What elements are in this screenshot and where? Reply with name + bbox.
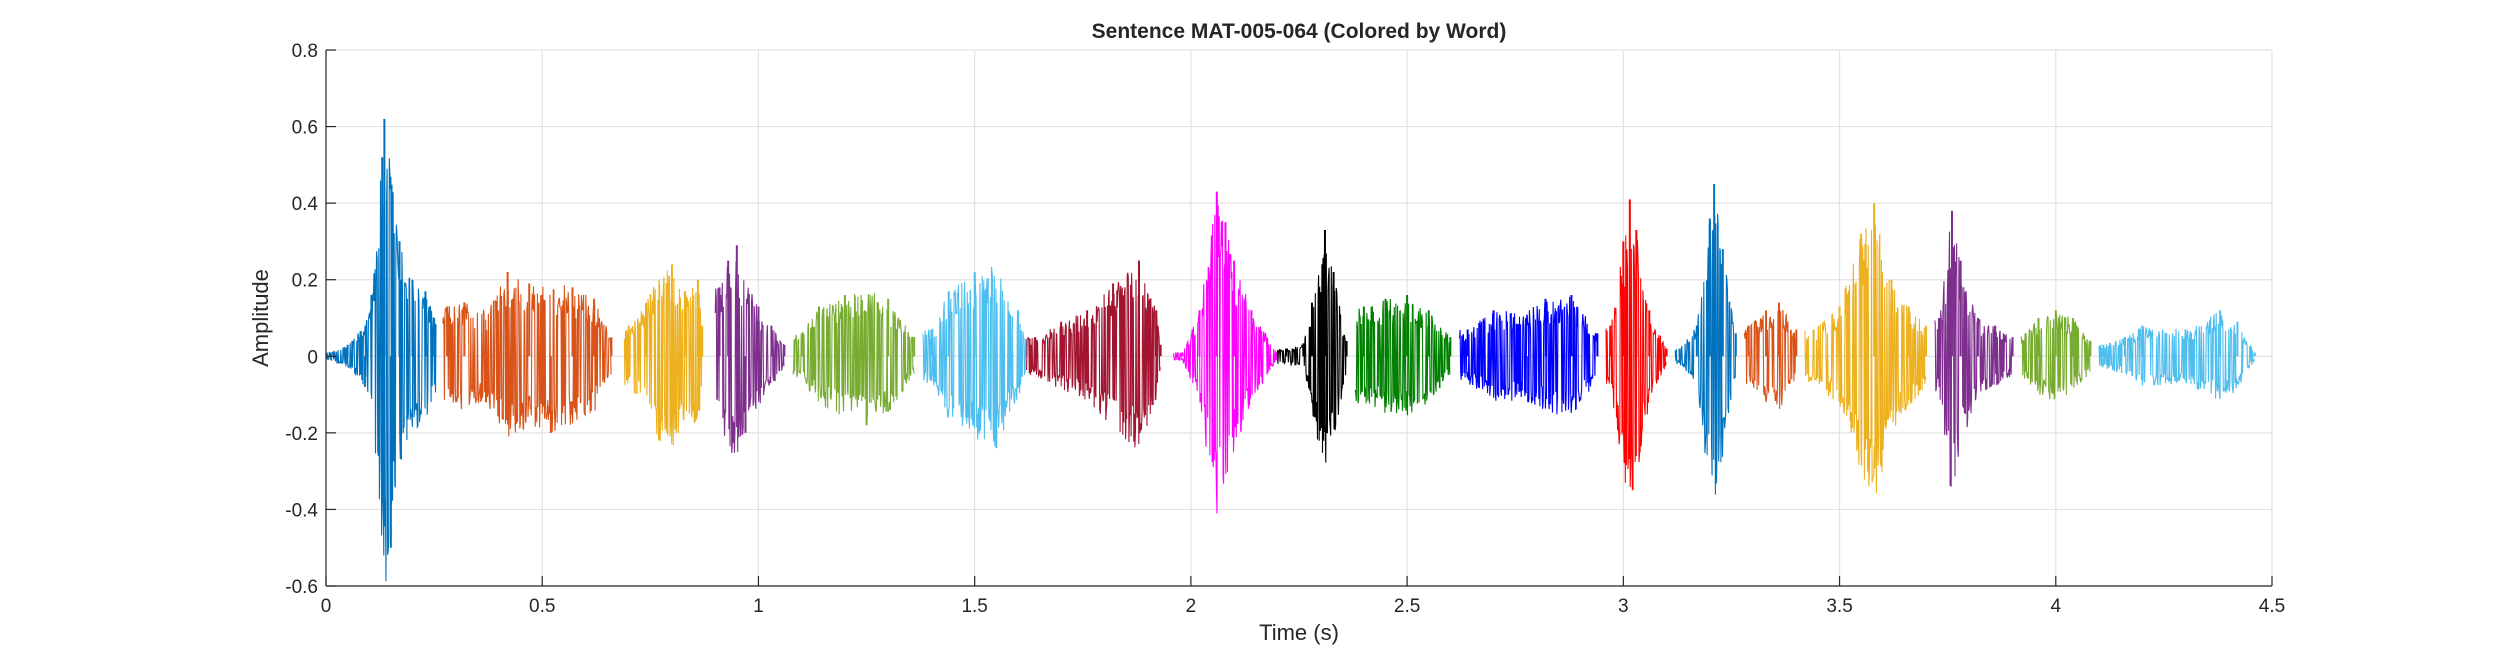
- axes: [325, 49, 2273, 587]
- word-segment: [1458, 295, 1599, 415]
- waveform-layer: [325, 118, 2256, 582]
- x-tick-label: 0: [321, 596, 332, 617]
- word-segment: [2098, 310, 2256, 400]
- waveform-line: [714, 261, 785, 454]
- word-segment: [792, 293, 916, 426]
- y-tick-label: -0.4: [285, 500, 318, 521]
- waveform-line: [442, 279, 612, 437]
- word-segment: [1804, 203, 1928, 494]
- word-segment: [1026, 260, 1162, 448]
- word-segment: [1934, 210, 2014, 487]
- y-tick-label: 0: [307, 347, 318, 368]
- waveform-line: [623, 270, 703, 446]
- waveform-line: [1804, 224, 1927, 494]
- word-segment: [714, 245, 786, 454]
- x-tick-label: 3.5: [1826, 596, 1852, 617]
- waveform-line: [1276, 253, 1347, 463]
- waveform-line: [1458, 296, 1598, 415]
- waveform-line: [1674, 213, 1737, 495]
- waveform-line: [1354, 298, 1451, 416]
- word-segment: [1276, 229, 1348, 463]
- x-tick-label: 1.5: [961, 596, 987, 617]
- word-segment: [325, 118, 437, 582]
- x-tick-label: 4.5: [2259, 596, 2285, 617]
- word-segment: [442, 272, 613, 437]
- x-tick-label: 2.5: [1394, 596, 1420, 617]
- y-tick-label: -0.2: [285, 424, 318, 445]
- y-tick-label: 0.8: [292, 41, 318, 62]
- word-segment: [623, 264, 704, 446]
- plot-area: [326, 50, 2272, 586]
- y-tick-label: -0.6: [285, 577, 318, 598]
- waveform-line: [1743, 306, 1797, 409]
- chart-title: Sentence MAT-005-064 (Colored by Word): [1092, 20, 1507, 43]
- tick-labels: 0 0.5 1 1.5 2 2.5 3 3.5 4 4.5 -0.6 -0.4 -0.2 0 0.2 0.4 0…: [285, 41, 2285, 617]
- word-segment: [2020, 310, 2092, 400]
- waveform-line: [922, 266, 1027, 447]
- word-segment: [1354, 295, 1452, 416]
- waveform-line: [792, 293, 915, 418]
- x-axis-label: Time (s): [1259, 620, 1339, 645]
- word-segment: [1674, 184, 1737, 495]
- x-tick-label: 4: [2050, 596, 2061, 617]
- waveform-line: [325, 158, 437, 582]
- waveform-line: [1026, 272, 1161, 448]
- word-segment: [1173, 191, 1279, 514]
- word-segment: [1605, 199, 1668, 491]
- x-tick-label: 0.5: [529, 596, 555, 617]
- x-tick-label: 1: [753, 596, 764, 617]
- y-axis-label: Amplitude: [248, 269, 273, 367]
- waveform-line: [1173, 205, 1278, 514]
- word-segment: [1743, 302, 1798, 409]
- waveform-line: [1934, 231, 2013, 487]
- y-tick-label: 0.4: [292, 194, 319, 215]
- x-tick-label: 2: [1186, 596, 1197, 617]
- y-tick-label: 0.6: [292, 118, 318, 139]
- waveform-line: [1605, 200, 1667, 491]
- x-tick-label: 3: [1618, 596, 1629, 617]
- y-tick-label: 0.2: [292, 271, 318, 292]
